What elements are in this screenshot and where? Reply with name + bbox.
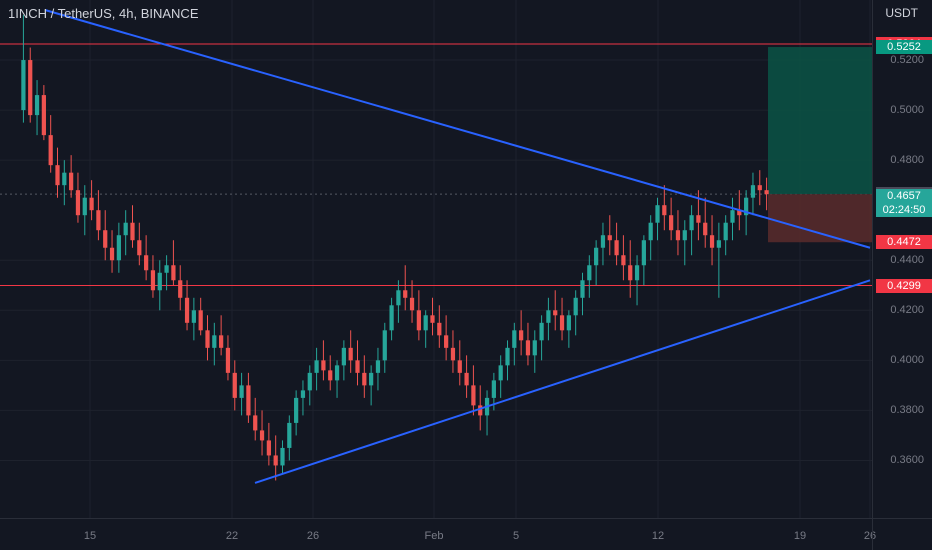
price-tag: 0.4472 bbox=[876, 235, 932, 249]
x-tick-label: 22 bbox=[226, 530, 238, 542]
y-tick-label: 0.4200 bbox=[890, 304, 924, 316]
x-tick-label: 12 bbox=[652, 530, 664, 542]
x-tick-label: 26 bbox=[307, 530, 319, 542]
y-tick-label: 0.5000 bbox=[890, 104, 924, 116]
trendlines-layer bbox=[0, 0, 872, 518]
plot-area[interactable] bbox=[0, 0, 872, 518]
price-tag: 0.4299 bbox=[876, 279, 932, 293]
price-tag: 0.4657 bbox=[876, 189, 932, 203]
x-tick-label: 15 bbox=[84, 530, 96, 542]
y-tick-label: 0.4000 bbox=[890, 354, 924, 366]
quote-currency-label: USDT bbox=[885, 6, 918, 20]
y-tick-label: 0.3600 bbox=[890, 454, 924, 466]
price-tag: 02:24:50 bbox=[876, 203, 932, 217]
y-tick-label: 0.4800 bbox=[890, 154, 924, 166]
y-axis[interactable]: USDT 0.3600 0.3800 0.4000 0.4200 0.4400 0.480… bbox=[872, 0, 932, 518]
y-tick-label: 0.5200 bbox=[890, 54, 924, 66]
axis-corner bbox=[872, 518, 932, 550]
y-tick-label: 0.4400 bbox=[890, 254, 924, 266]
x-tick-label: 5 bbox=[513, 530, 519, 542]
x-tick-label: Feb bbox=[425, 530, 444, 542]
symbol-header[interactable]: 1INCH / TetherUS, 4h, BINANCE bbox=[8, 6, 199, 21]
price-tag: 0.5252 bbox=[876, 40, 932, 54]
chart-container: 1INCH / TetherUS, 4h, BINANCE USDT 0.360… bbox=[0, 0, 932, 550]
y-tick-label: 0.3800 bbox=[890, 404, 924, 416]
x-axis[interactable]: 152226Feb5121926 bbox=[0, 518, 872, 550]
x-tick-label: 19 bbox=[794, 530, 806, 542]
